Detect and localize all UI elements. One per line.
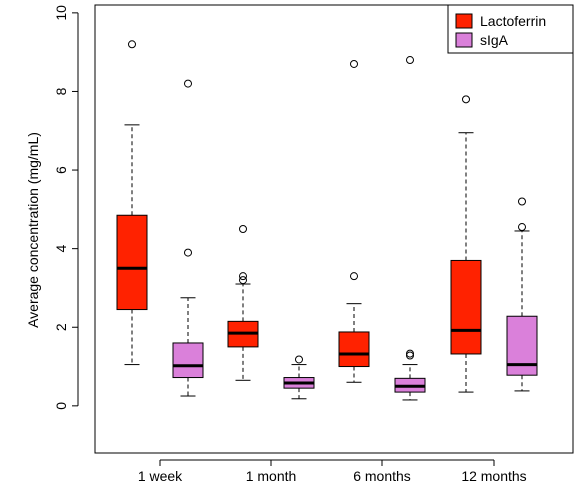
outlier-point [239, 225, 247, 233]
box-iqr [116, 214, 148, 311]
outlier-point [406, 351, 414, 360]
box-lactoferrin-2 [338, 59, 370, 383]
outlier-point [462, 95, 470, 104]
outlier-point [295, 355, 303, 364]
y-axis: 0 2 4 6 8 10 [53, 5, 79, 410]
legend-label-lactoferrin: Lactoferrin [480, 13, 546, 29]
plot-frame [94, 4, 574, 454]
y-tick-label: 8 [53, 87, 69, 95]
box-groups [116, 40, 538, 401]
x-tick-label: 1 month [246, 468, 297, 484]
outlier-point [239, 272, 247, 281]
box-lactoferrin-1 [227, 225, 259, 381]
box-lactoferrin-3 [450, 95, 482, 393]
box-siga-1 [283, 355, 315, 400]
y-tick-label: 10 [53, 5, 69, 21]
box-iqr [506, 315, 538, 376]
box-lactoferrin-0 [116, 40, 148, 366]
x-axis: 1 week 1 month 6 months 12 months [138, 459, 527, 484]
box-siga-3 [506, 197, 538, 392]
y-tick-label: 2 [53, 323, 69, 331]
box-iqr [450, 259, 482, 355]
box-iqr [338, 331, 370, 368]
outlier-point [350, 59, 358, 68]
outlier-point [350, 272, 358, 281]
box-siga-2 [394, 56, 426, 401]
outlier-point [184, 79, 192, 88]
outlier-point [239, 276, 247, 285]
y-tick-label: 0 [53, 402, 69, 410]
y-axis-label: Average concentration (mg/mL) [25, 132, 41, 328]
outlier-point [184, 248, 192, 257]
outlier-point [406, 56, 414, 65]
legend: Lactoferrin sIgA [447, 4, 574, 54]
outlier-point [518, 197, 526, 206]
x-tick-label: 12 months [461, 468, 526, 484]
outlier-point [406, 349, 414, 358]
legend-swatch-lactoferrin [455, 13, 473, 29]
outlier-point [128, 40, 136, 49]
outlier-point [518, 223, 526, 232]
x-tick-label: 6 months [353, 468, 411, 484]
x-tick-label: 1 week [138, 468, 183, 484]
legend-label-siga: sIgA [480, 32, 509, 48]
box-siga-0 [172, 79, 204, 397]
y-tick-label: 6 [53, 166, 69, 174]
legend-swatch-siga [455, 32, 473, 48]
y-tick-label: 4 [53, 245, 69, 253]
box-iqr [172, 342, 204, 379]
